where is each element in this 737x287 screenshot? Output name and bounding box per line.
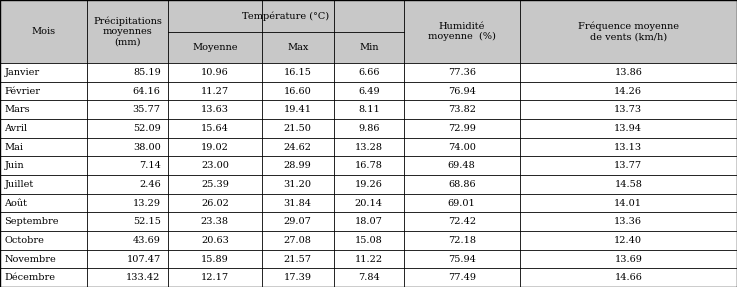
Text: 133.42: 133.42 bbox=[126, 273, 161, 282]
Text: 13.36: 13.36 bbox=[615, 217, 642, 226]
Text: 11.22: 11.22 bbox=[354, 255, 383, 263]
Text: Octobre: Octobre bbox=[4, 236, 44, 245]
Text: 107.47: 107.47 bbox=[127, 255, 161, 263]
Text: 75.94: 75.94 bbox=[448, 255, 475, 263]
Text: Fréquence moyenne
de vents (km/h): Fréquence moyenne de vents (km/h) bbox=[578, 22, 679, 42]
Text: Précipitations
moyennes
(mm): Précipitations moyennes (mm) bbox=[93, 16, 162, 47]
Text: 25.39: 25.39 bbox=[201, 180, 228, 189]
Text: 74.00: 74.00 bbox=[448, 143, 475, 152]
Text: Août: Août bbox=[4, 199, 27, 208]
Text: 16.60: 16.60 bbox=[284, 87, 312, 96]
Text: 6.66: 6.66 bbox=[358, 68, 380, 77]
Text: 16.78: 16.78 bbox=[355, 161, 383, 170]
Text: 13.94: 13.94 bbox=[615, 124, 642, 133]
Text: 14.26: 14.26 bbox=[615, 87, 642, 96]
Text: 72.42: 72.42 bbox=[447, 217, 476, 226]
Bar bbox=[0, 0, 737, 63]
Text: 14.58: 14.58 bbox=[615, 180, 642, 189]
Text: 18.07: 18.07 bbox=[355, 217, 383, 226]
Text: 69.48: 69.48 bbox=[448, 161, 475, 170]
Text: 9.86: 9.86 bbox=[358, 124, 380, 133]
Text: 13.86: 13.86 bbox=[615, 68, 642, 77]
Text: 10.96: 10.96 bbox=[201, 68, 228, 77]
Text: Décembre: Décembre bbox=[4, 273, 55, 282]
Text: 7.84: 7.84 bbox=[358, 273, 380, 282]
Text: Max: Max bbox=[287, 43, 309, 52]
Text: Humidité
moyenne  (%): Humidité moyenne (%) bbox=[427, 22, 496, 41]
Text: 13.13: 13.13 bbox=[614, 143, 643, 152]
Text: 72.18: 72.18 bbox=[448, 236, 475, 245]
Text: Mois: Mois bbox=[32, 27, 55, 36]
Text: 20.63: 20.63 bbox=[201, 236, 228, 245]
Text: 11.27: 11.27 bbox=[200, 87, 229, 96]
Text: 77.36: 77.36 bbox=[448, 68, 475, 77]
Text: 2.46: 2.46 bbox=[139, 180, 161, 189]
Text: 52.15: 52.15 bbox=[133, 217, 161, 226]
Text: Mars: Mars bbox=[4, 105, 30, 114]
Text: 73.82: 73.82 bbox=[448, 105, 475, 114]
Text: Février: Février bbox=[4, 87, 41, 96]
Text: 13.28: 13.28 bbox=[355, 143, 383, 152]
Text: 77.49: 77.49 bbox=[448, 273, 475, 282]
Text: 7.14: 7.14 bbox=[139, 161, 161, 170]
Text: Janvier: Janvier bbox=[4, 68, 40, 77]
Text: 24.62: 24.62 bbox=[284, 143, 312, 152]
Text: 13.73: 13.73 bbox=[614, 105, 643, 114]
Text: 15.64: 15.64 bbox=[201, 124, 228, 133]
Text: 12.17: 12.17 bbox=[200, 273, 229, 282]
Text: 15.89: 15.89 bbox=[201, 255, 228, 263]
Text: 72.99: 72.99 bbox=[448, 124, 475, 133]
Text: 17.39: 17.39 bbox=[284, 273, 312, 282]
Text: Moyenne: Moyenne bbox=[192, 43, 237, 52]
Text: 19.26: 19.26 bbox=[355, 180, 383, 189]
Text: 35.77: 35.77 bbox=[133, 105, 161, 114]
Text: 14.66: 14.66 bbox=[615, 273, 642, 282]
Text: 26.02: 26.02 bbox=[201, 199, 228, 208]
Text: Avril: Avril bbox=[4, 124, 27, 133]
Text: 16.15: 16.15 bbox=[284, 68, 312, 77]
Text: 14.01: 14.01 bbox=[615, 199, 642, 208]
Text: 15.08: 15.08 bbox=[355, 236, 383, 245]
Text: 29.07: 29.07 bbox=[284, 217, 312, 226]
Text: 23.38: 23.38 bbox=[201, 217, 228, 226]
Text: Juin: Juin bbox=[4, 161, 24, 170]
Text: 8.11: 8.11 bbox=[358, 105, 380, 114]
Text: 13.77: 13.77 bbox=[614, 161, 643, 170]
Text: 13.63: 13.63 bbox=[201, 105, 228, 114]
Text: 69.01: 69.01 bbox=[448, 199, 475, 208]
Text: Mai: Mai bbox=[4, 143, 24, 152]
Text: 38.00: 38.00 bbox=[133, 143, 161, 152]
Text: 20.14: 20.14 bbox=[355, 199, 383, 208]
Text: 27.08: 27.08 bbox=[284, 236, 312, 245]
Text: 31.20: 31.20 bbox=[284, 180, 312, 189]
Text: 13.29: 13.29 bbox=[133, 199, 161, 208]
Text: 6.49: 6.49 bbox=[358, 87, 380, 96]
Text: Novembre: Novembre bbox=[4, 255, 56, 263]
Text: 85.19: 85.19 bbox=[133, 68, 161, 77]
Text: 19.41: 19.41 bbox=[284, 105, 312, 114]
Text: Température (°C): Température (°C) bbox=[242, 11, 329, 21]
Text: 43.69: 43.69 bbox=[133, 236, 161, 245]
Text: Min: Min bbox=[359, 43, 379, 52]
Text: 64.16: 64.16 bbox=[133, 87, 161, 96]
Text: 13.69: 13.69 bbox=[615, 255, 642, 263]
Text: 19.02: 19.02 bbox=[201, 143, 228, 152]
Text: Juillet: Juillet bbox=[4, 180, 34, 189]
Text: 76.94: 76.94 bbox=[448, 87, 475, 96]
Text: 31.84: 31.84 bbox=[284, 199, 312, 208]
Text: 68.86: 68.86 bbox=[448, 180, 475, 189]
Text: Septembre: Septembre bbox=[4, 217, 59, 226]
Text: 21.50: 21.50 bbox=[284, 124, 312, 133]
Text: 23.00: 23.00 bbox=[201, 161, 228, 170]
Text: 52.09: 52.09 bbox=[133, 124, 161, 133]
Text: 21.57: 21.57 bbox=[284, 255, 312, 263]
Text: 28.99: 28.99 bbox=[284, 161, 312, 170]
Text: 12.40: 12.40 bbox=[615, 236, 642, 245]
